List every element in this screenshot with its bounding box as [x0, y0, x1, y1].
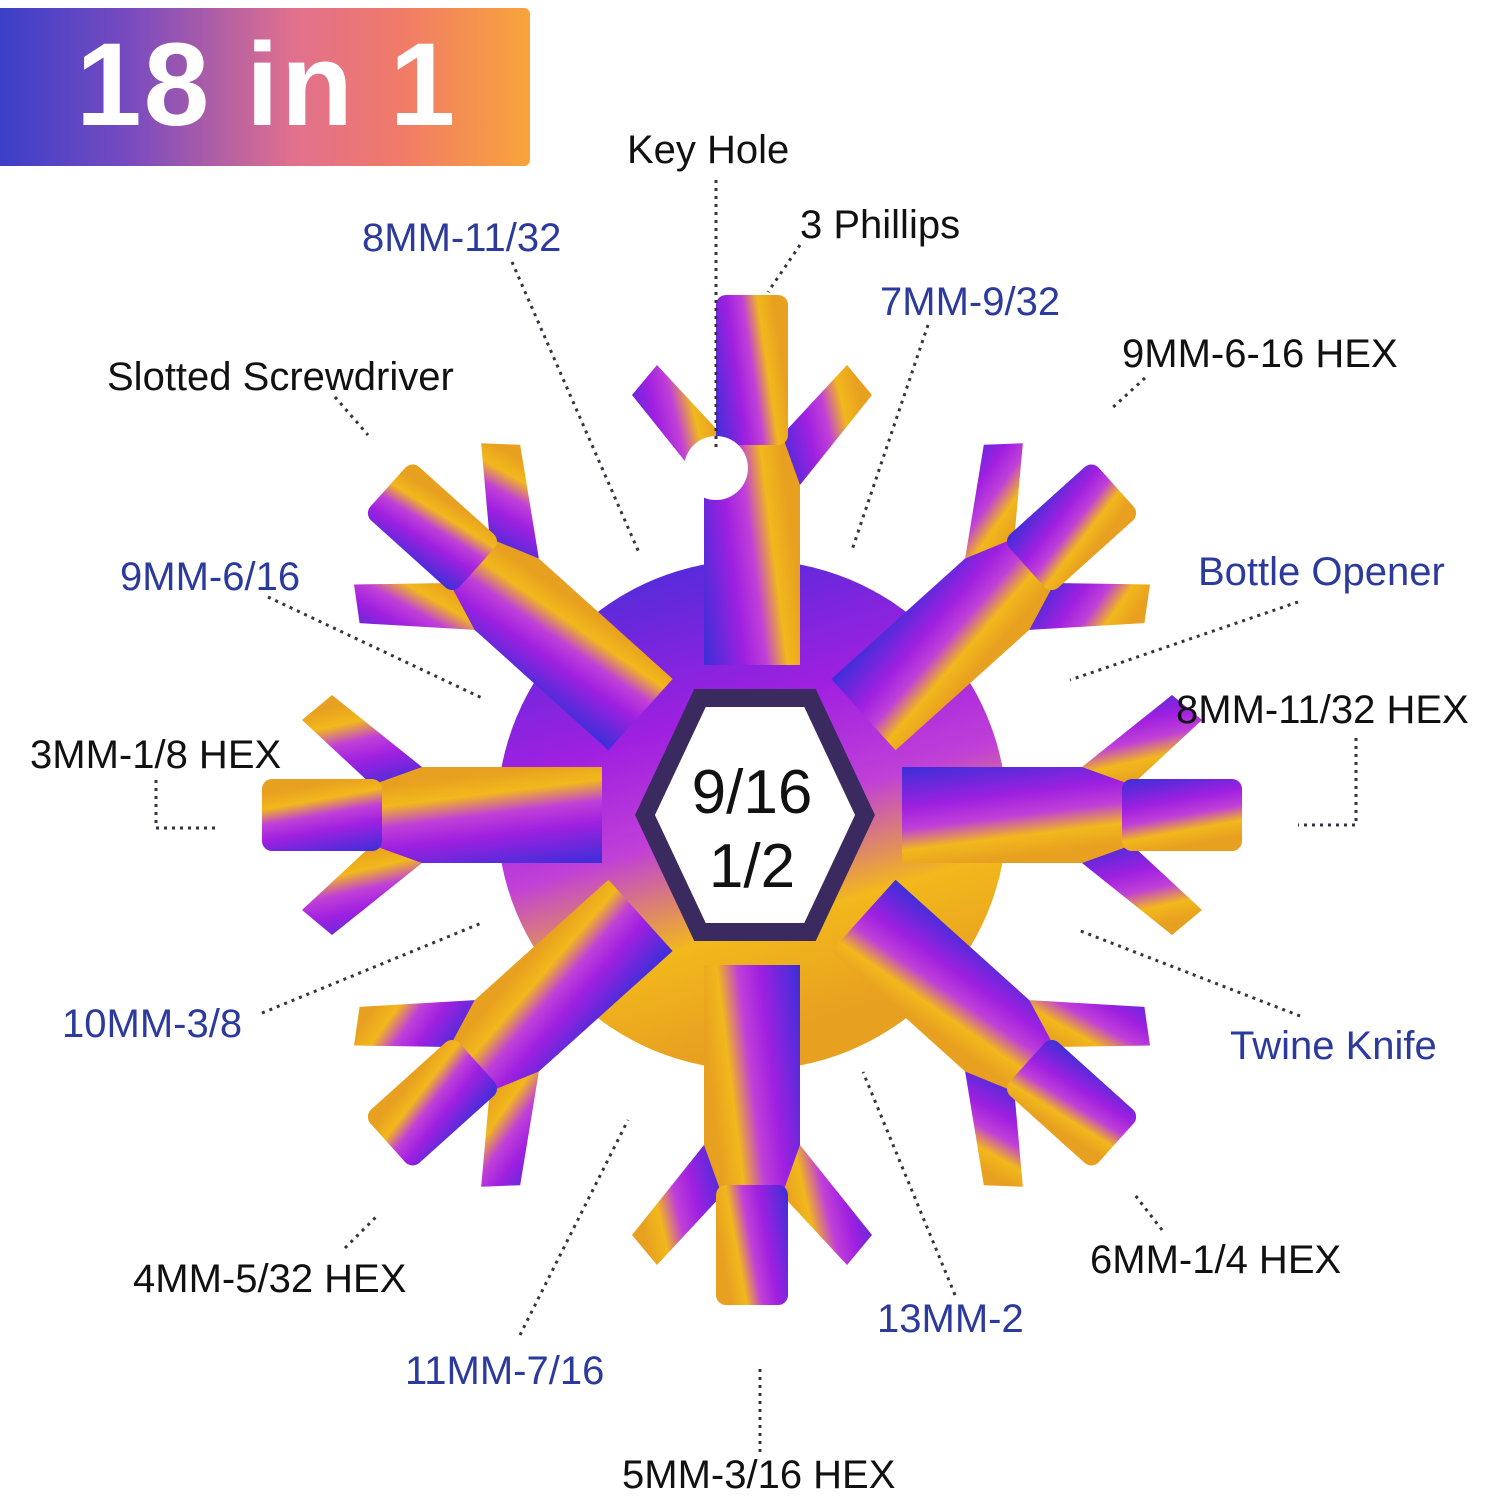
label-8mm: 8MM-11/32: [362, 216, 562, 260]
multitool-arm: [632, 965, 872, 1305]
multitool-arm: [831, 443, 1150, 751]
hex-size-1-2: 1/2: [708, 832, 796, 901]
hex-wrench-hole: [635, 689, 875, 941]
label-3mm-hex: 3MM-1/8 HEX: [30, 733, 282, 777]
multitool-arm: [262, 695, 602, 935]
label-7mm: 7MM-9/32: [880, 280, 1061, 324]
label-6mm-hex: 6MM-1/4 HEX: [1090, 1238, 1342, 1282]
label-13mm: 13MM-2: [877, 1297, 1024, 1341]
label-8mm-hex: 8MM-11/32 HEX: [1176, 688, 1469, 732]
multitool-arm: [831, 879, 1150, 1187]
hex-size-9-16: 9/16: [691, 758, 813, 827]
label-bottle-opener: Bottle Opener: [1198, 550, 1445, 594]
label-9mm-hex: 9MM-6-16 HEX: [1122, 332, 1398, 376]
label-10mm: 10MM-3/8: [62, 1002, 243, 1046]
multitool-arm: [354, 443, 673, 751]
label-key-hole: Key Hole: [627, 128, 790, 172]
label-slotted: Slotted Screwdriver: [107, 355, 454, 399]
title-banner: 18 in 1: [0, 8, 530, 166]
label-phillips: 3 Phillips: [800, 203, 961, 247]
label-5mm-hex: 5MM-3/16 HEX: [622, 1453, 896, 1497]
multitool-arm: [902, 695, 1242, 935]
multitool-arm: [354, 879, 673, 1187]
banner-title: 18 in 1: [76, 19, 458, 151]
label-twine-knife: Twine Knife: [1230, 1024, 1437, 1068]
leader-lines: [154, 180, 1358, 1452]
label-11mm: 11MM-7/16: [405, 1349, 605, 1393]
label-9mm: 9MM-6/16: [120, 555, 301, 599]
label-4mm-hex: 4MM-5/32 HEX: [133, 1257, 407, 1301]
key-hole-icon: [684, 436, 748, 500]
